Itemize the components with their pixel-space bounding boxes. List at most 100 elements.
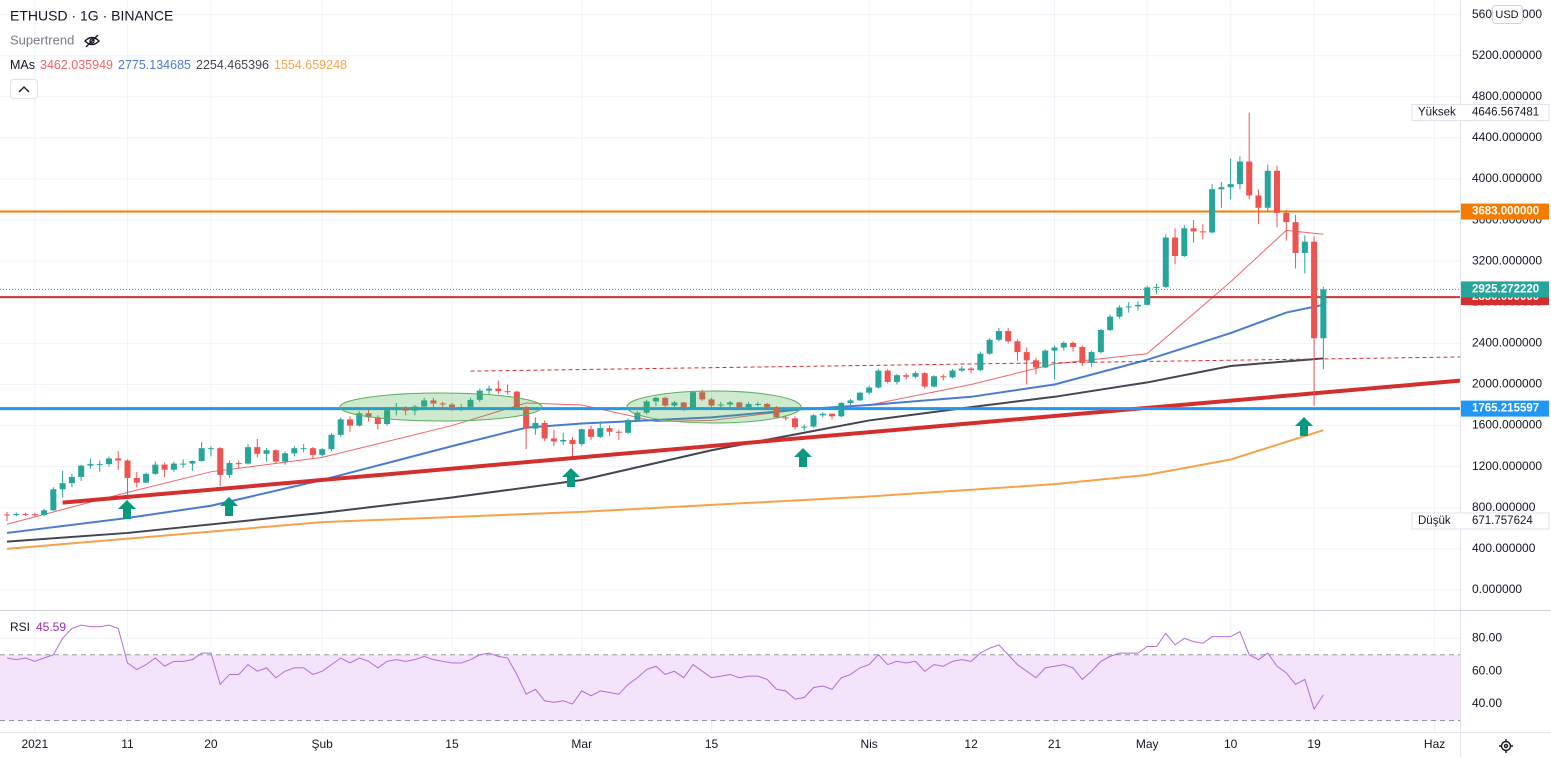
- x-tick-label: May: [1136, 737, 1159, 751]
- candle-body: [532, 423, 539, 429]
- candle-body: [180, 463, 187, 465]
- candle-body: [467, 399, 474, 408]
- candle-body: [161, 464, 168, 470]
- ma-legend: MAs 3462.035949 2775.134685 2254.465396 1554…: [10, 58, 347, 72]
- up-arrow: [118, 500, 136, 519]
- rsi-value: 45.59: [36, 620, 66, 634]
- x-tick-label: Haz: [1424, 737, 1445, 751]
- candle-body: [745, 403, 752, 408]
- rsi-plot: [0, 624, 1460, 721]
- candle-body: [1107, 316, 1114, 331]
- candle-body: [1236, 161, 1243, 185]
- collapse-button[interactable]: [10, 79, 38, 99]
- candle-body: [569, 439, 576, 445]
- candle-body: [1125, 306, 1132, 308]
- indicator-name: Supertrend: [10, 32, 74, 47]
- candle-body: [643, 401, 650, 413]
- candle-body: [968, 368, 975, 371]
- hidden-icon[interactable]: [84, 34, 100, 48]
- candle-body: [346, 419, 353, 426]
- y-tick-label: 1200.000000: [1472, 459, 1542, 473]
- candle-body: [189, 461, 196, 464]
- x-tick-label: Şub: [312, 737, 334, 751]
- candle-body: [680, 402, 687, 409]
- candle-body: [903, 375, 910, 377]
- candle-body: [1190, 228, 1197, 232]
- candle-body: [430, 400, 437, 404]
- candle-body: [884, 370, 891, 382]
- ma-value: 3462.035949: [40, 58, 113, 72]
- candle-body: [50, 489, 57, 511]
- extreme-label: Yüksek: [1418, 107, 1456, 119]
- collapse-icon: [18, 86, 30, 93]
- candle-body: [402, 408, 409, 411]
- x-tick-label: 20: [204, 737, 218, 751]
- candle-body: [439, 403, 446, 405]
- candle-body: [504, 391, 511, 393]
- candle-body: [513, 391, 520, 408]
- candle-body: [133, 477, 140, 483]
- candle-body: [1209, 189, 1216, 233]
- up-arrow: [1295, 417, 1313, 436]
- candle-body: [235, 463, 242, 465]
- candle-body: [912, 373, 919, 377]
- x-tick-label: Mar: [571, 737, 592, 751]
- y-tick-label: 1600.000000: [1472, 418, 1542, 432]
- candle-body: [940, 376, 947, 378]
- candle-body: [152, 464, 159, 474]
- candle-body: [550, 438, 557, 442]
- candle-body: [458, 407, 465, 409]
- candle-body: [1032, 360, 1039, 368]
- candle-body: [254, 447, 261, 454]
- candle-body: [671, 402, 678, 406]
- ma-value: 2775.134685: [118, 58, 191, 72]
- candle-body: [1051, 347, 1058, 351]
- candle-body: [263, 450, 270, 454]
- zone-ellipse: [626, 390, 802, 424]
- moving-average: [6, 229, 1324, 525]
- candle-body: [1014, 341, 1021, 353]
- candle-body: [393, 408, 400, 411]
- trendline: [470, 356, 1460, 372]
- candle-body: [819, 413, 826, 416]
- candle-body: [411, 406, 418, 411]
- y-tick-label: 2400.000000: [1472, 336, 1542, 350]
- x-tick-label: 12: [964, 737, 978, 751]
- candle-body: [78, 465, 85, 477]
- trendline: [62, 378, 1460, 505]
- y-tick-label: 3200.000000: [1472, 253, 1542, 267]
- currency-badge[interactable]: [1492, 5, 1523, 24]
- rsi-tick-label: 40.00: [1472, 696, 1502, 710]
- candle-body: [365, 413, 372, 418]
- candle-body: [782, 417, 789, 419]
- moving-average: [6, 357, 1324, 543]
- candle-body: [356, 413, 363, 426]
- y-tick-label: 400.000000: [1472, 541, 1536, 555]
- candle-body: [958, 368, 965, 371]
- candle-body: [1255, 195, 1262, 208]
- extreme-value: 671.757624: [1472, 515, 1533, 527]
- price-label-bg: [1461, 400, 1549, 417]
- candle-body: [838, 402, 845, 417]
- candle-body: [245, 447, 252, 464]
- candle-body: [300, 448, 307, 450]
- price-plot: [0, 112, 1460, 550]
- candle-body: [597, 428, 604, 437]
- candle-body: [708, 399, 715, 406]
- candle-body: [1042, 350, 1049, 368]
- candle-body: [1023, 352, 1030, 361]
- zone-ellipse: [339, 392, 543, 422]
- extreme-label: Düşük: [1418, 515, 1451, 527]
- y-tick-label: 5200.000000: [1472, 48, 1542, 62]
- candle-body: [272, 450, 279, 462]
- y-tick-label: 4800.000000: [1472, 89, 1542, 103]
- candle-body: [1070, 342, 1077, 347]
- price-label: 3683.000000: [1472, 206, 1539, 218]
- candle-body: [1264, 170, 1271, 208]
- settings-icon[interactable]: [1499, 739, 1513, 753]
- rsi-band: [0, 654, 1460, 721]
- y-tick-label: 800.000000: [1472, 500, 1536, 514]
- up-arrow: [220, 497, 238, 516]
